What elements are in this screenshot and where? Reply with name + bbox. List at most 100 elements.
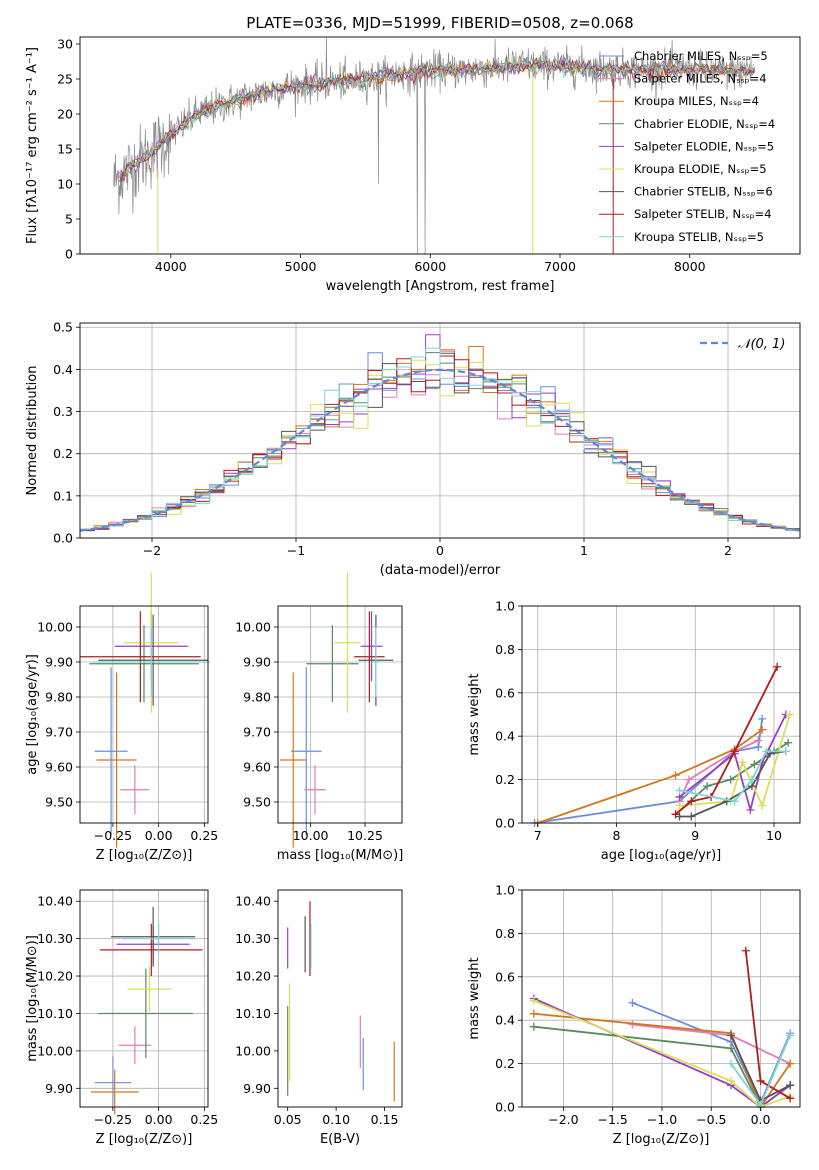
weight-marker: [675, 786, 684, 795]
weight-marker: [773, 662, 782, 671]
panel-spectrum: 4000 5000 6000 7000 8000 0 5 10 15 20 25 30 waveleng…: [25, 14, 801, 294]
weight-marker: [756, 1076, 765, 1085]
weight-marker: [671, 810, 680, 819]
y-axis-label: Flux [fλ10⁻¹⁷ erg cm⁻² s⁻¹ A⁻¹]: [25, 47, 40, 244]
x-tick-label: 0.25: [190, 828, 218, 843]
plot-area: [280, 572, 394, 848]
y-tick-label: 10.00: [235, 1043, 271, 1058]
weight-marker: [726, 1031, 735, 1040]
y-tick-label: 0.2: [495, 772, 515, 787]
x-tick-label: 0.25: [190, 1112, 218, 1127]
y-tick-label: 0: [65, 247, 73, 262]
x-tick-label: −0.25: [94, 1112, 132, 1127]
panel-mass-weight-vs-Z: −2.0 −1.5 −1.0 −0.5 0.0 0.0 0.2 0.4 0.6 0.8 1.0 Z […: [467, 883, 801, 1147]
x-tick-label: 8000: [674, 259, 706, 274]
x-tick-label: 6000: [414, 259, 446, 274]
y-tick-label: 0.2: [495, 1056, 515, 1071]
weight-marker: [675, 801, 684, 810]
x-tick-label: 2: [724, 543, 732, 558]
histogram-step-8: [80, 347, 800, 531]
weight-marker: [754, 736, 763, 745]
y-tick-label: 15: [57, 142, 73, 157]
weight-marker: [784, 738, 793, 747]
weight-marker: [785, 710, 794, 719]
weight-marker: [730, 747, 739, 756]
y-tick-label: 0.0: [495, 1100, 515, 1115]
y-tick-label: 10.10: [235, 1006, 271, 1021]
plot-frame: [521, 889, 801, 1108]
y-tick-label: 0.6: [495, 685, 515, 700]
plot-area: [529, 946, 795, 1111]
weight-marker: [747, 775, 756, 784]
panel-mass-weight-vs-age: 7 8 9 10 0.0 0.2 0.4 0.6 0.8 1.0 age [log₁₀(age/yr…: [467, 599, 801, 863]
weight-marker: [726, 1044, 735, 1053]
y-tick-label: 10.10: [37, 1006, 73, 1021]
y-tick-label: 25: [57, 72, 73, 87]
panel-residuals: −2 −1 0 1 2 0.0 0.1 0.2 0.3 0.4 0.5 (data-model)/er…: [25, 320, 801, 578]
legend: Chabrier MILES, Nₛₛₚ=5 Salpeter MILES, Nₛ…: [599, 49, 775, 244]
x-axis-label: wavelength [Angstrom, rest frame]: [326, 279, 555, 294]
y-tick-label: 9.50: [243, 795, 271, 810]
plot-frame: [79, 889, 209, 1108]
model-line-3: [118, 58, 755, 183]
panel-age-vs-mass: 10.00 10.25 9.50 9.60 9.70 9.80 9.90 10.00 mass …: [235, 572, 403, 863]
x-tick-label: −2.0: [548, 1112, 578, 1127]
plot-area: [80, 334, 800, 532]
y-tick-label: 10.20: [37, 969, 73, 984]
weight-marker: [786, 1094, 795, 1103]
y-tick-label: 0.2: [53, 446, 73, 461]
weight-marker: [762, 747, 771, 756]
y-tick-label: 9.80: [243, 690, 271, 705]
weight-marker: [786, 1081, 795, 1090]
y-tick-label: 10.00: [235, 620, 271, 635]
x-tick-label: 0.00: [145, 828, 173, 843]
y-axis-label: age [log₁₀(age/yr)]: [25, 654, 40, 775]
y-tick-label: 20: [57, 107, 73, 122]
weight-marker: [726, 775, 735, 784]
weight-marker: [529, 1009, 538, 1018]
x-tick-label: −0.5: [696, 1112, 726, 1127]
legend-label-4: Salpeter ELODIE, Nₛₛₚ=5: [634, 139, 774, 153]
y-axis-label: Normed distribution: [25, 366, 40, 496]
x-tick-label: 0.10: [322, 1112, 350, 1127]
y-tick-label: 0.4: [53, 362, 73, 377]
legend-label-5: Kroupa ELODIE, Nₛₛₚ=5: [634, 162, 767, 176]
x-tick-label: −1: [287, 543, 305, 558]
y-tick-label: 10.30: [235, 931, 271, 946]
y-tick-label: 5: [65, 212, 73, 227]
x-tick-label: 5000: [285, 259, 317, 274]
y-axis-label: mass weight: [467, 957, 482, 1039]
x-tick-label: 7: [534, 828, 542, 843]
weight-marker: [781, 747, 790, 756]
gaussian-reference-curve: [80, 368, 800, 532]
weight-marker: [730, 797, 739, 806]
x-tick-label: 0.15: [371, 1112, 399, 1127]
y-tick-label: 0.0: [495, 816, 515, 831]
y-tick-label: 9.70: [45, 725, 73, 740]
plot-frame: [79, 322, 801, 539]
x-tick-label: −1.5: [598, 1112, 628, 1127]
plot-area: [113, 37, 755, 254]
y-tick-label: 9.70: [243, 725, 271, 740]
weight-line-2: [537, 728, 763, 824]
weight-marker: [628, 998, 637, 1007]
x-tick-label: 9: [691, 828, 699, 843]
weight-marker: [738, 758, 747, 767]
x-tick-label: 0.0: [751, 1112, 771, 1127]
weight-marker: [722, 797, 731, 806]
y-tick-label: 0.4: [495, 1013, 515, 1028]
y-tick-label: 10.30: [37, 931, 73, 946]
y-tick-label: 0.4: [495, 729, 515, 744]
x-axis-label: E(B-V): [320, 1132, 360, 1147]
legend-label-3: Chabrier ELODIE, Nₛₛₚ=4: [634, 117, 775, 131]
weight-marker: [529, 1022, 538, 1031]
y-tick-label: 0.5: [53, 320, 73, 335]
plot-area: [80, 572, 210, 848]
y-tick-label: 0.8: [495, 642, 515, 657]
weight-marker: [684, 775, 693, 784]
weight-line-3: [674, 741, 789, 815]
data-spectrum-line: [113, 37, 755, 254]
panel-mass-vs-ebv: 0.05 0.10 0.15 9.90 10.00 10.10 10.20 10.30 10.4…: [235, 889, 403, 1147]
weight-marker: [758, 714, 767, 723]
